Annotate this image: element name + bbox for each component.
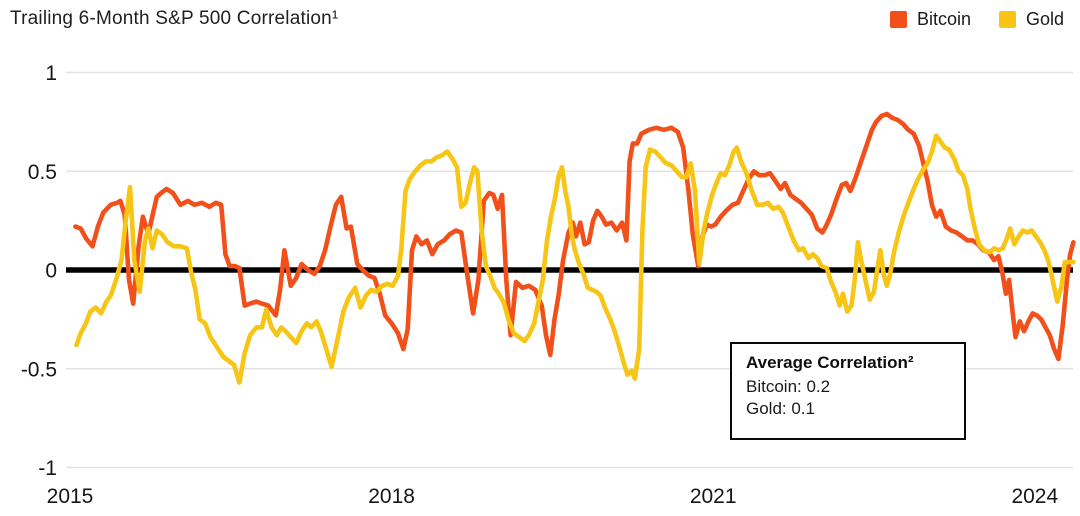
gold-legend-label: Gold: [1025, 9, 1064, 29]
x-tick-label-3: 2024: [1011, 485, 1058, 508]
y-tick-label-2: 0: [45, 260, 57, 283]
average-correlation-callout: Average Correlation² Bitcoin: 0.2 Gold: …: [730, 342, 966, 440]
bitcoin-legend-label: Bitcoin: [916, 9, 971, 29]
y-tick-label-3: -0.5: [21, 358, 57, 381]
x-tick-label-2: 2021: [690, 485, 737, 508]
gold-swatch-icon: [998, 11, 1016, 28]
bitcoin-line: [73, 111, 1076, 362]
legend-item-bitcoin: Bitcoin: [889, 9, 971, 30]
callout-title: Average Correlation²: [746, 353, 914, 372]
gold-line: [74, 133, 1076, 385]
legend-item-gold: Gold: [998, 9, 1064, 30]
y-tick-label-0: 1: [45, 62, 57, 85]
callout-gold-average: Gold: 0.1: [746, 399, 815, 418]
legend: Bitcoin Gold: [889, 9, 1064, 30]
chart-title: Trailing 6-Month S&P 500 Correlation¹: [10, 8, 339, 29]
y-tick-label-4: -1: [38, 457, 57, 480]
bitcoin-swatch-icon: [889, 11, 907, 28]
x-tick-label-0: 2015: [47, 485, 94, 508]
x-tick-label-1: 2018: [368, 485, 415, 508]
y-tick-label-1: 0.5: [28, 161, 57, 184]
callout-bitcoin-average: Bitcoin: 0.2: [746, 377, 831, 396]
